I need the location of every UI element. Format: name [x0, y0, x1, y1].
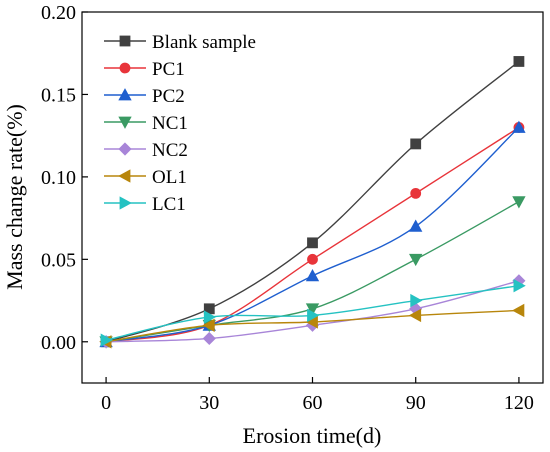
- x-axis-label: Erosion time(d): [243, 423, 382, 448]
- legend-label: PC1: [152, 59, 185, 80]
- legend-marker: [118, 116, 132, 129]
- data-point: [512, 120, 526, 133]
- series: [99, 56, 526, 349]
- data-point: [410, 187, 422, 199]
- legend-item: LC1: [104, 194, 186, 215]
- x-tick-label: 60: [303, 392, 323, 414]
- data-point: [512, 303, 525, 318]
- data-point: [202, 318, 215, 332]
- ticks: 0 30 60 90 120 0.00 0.05 0.10 0.15 0.20: [41, 2, 534, 414]
- legend-label: PC2: [152, 86, 185, 107]
- data-point: [305, 268, 320, 282]
- legend-item: PC1: [104, 59, 185, 80]
- y-tick-label: 0.10: [41, 167, 76, 189]
- data-point: [410, 293, 423, 308]
- data-point: [305, 303, 320, 316]
- legend-label: NC1: [152, 113, 188, 134]
- data-point: [203, 310, 217, 324]
- data-point: [408, 308, 422, 323]
- legend-label: NC2: [152, 140, 188, 161]
- legend-marker: [118, 169, 131, 183]
- y-tick-label: 0.15: [41, 84, 76, 106]
- data-point: [202, 331, 216, 346]
- data-point: [307, 237, 318, 249]
- y-tick-label: 0.05: [41, 249, 76, 271]
- series-lc1: [100, 279, 526, 347]
- x-tick-label: 90: [406, 392, 426, 414]
- data-point: [512, 196, 526, 209]
- legend-marker: [119, 35, 131, 47]
- legend: Blank sample PC1 PC2 NC1 NC2 OL1 LC1: [104, 32, 256, 215]
- legend-marker: [118, 88, 132, 101]
- data-point: [513, 56, 525, 67]
- legend-item: PC2: [104, 86, 185, 107]
- x-tick-label: 0: [101, 392, 111, 414]
- legend-item: NC2: [104, 140, 188, 161]
- legend-marker: [119, 196, 132, 210]
- legend-label: LC1: [152, 194, 186, 215]
- data-point: [513, 279, 526, 293]
- legend-marker: [118, 142, 132, 156]
- data-point: [307, 308, 320, 323]
- x-tick-label: 120: [504, 392, 534, 414]
- y-tick-label: 0.20: [41, 2, 76, 24]
- data-point: [409, 219, 423, 232]
- legend-label: OL1: [152, 167, 187, 188]
- y-tick-label: 0.00: [41, 332, 76, 354]
- legend-item: Blank sample: [104, 32, 256, 53]
- legend-item: OL1: [104, 167, 187, 188]
- legend-label: Blank sample: [152, 32, 256, 53]
- x-tick-label: 30: [199, 392, 219, 414]
- legend-marker: [119, 62, 131, 74]
- y-axis-label: Mass change rate(%): [2, 104, 27, 290]
- data-point: [409, 253, 423, 267]
- data-point: [100, 333, 113, 347]
- legend-item: NC1: [104, 113, 188, 134]
- data-point: [410, 138, 422, 150]
- data-point: [307, 253, 318, 265]
